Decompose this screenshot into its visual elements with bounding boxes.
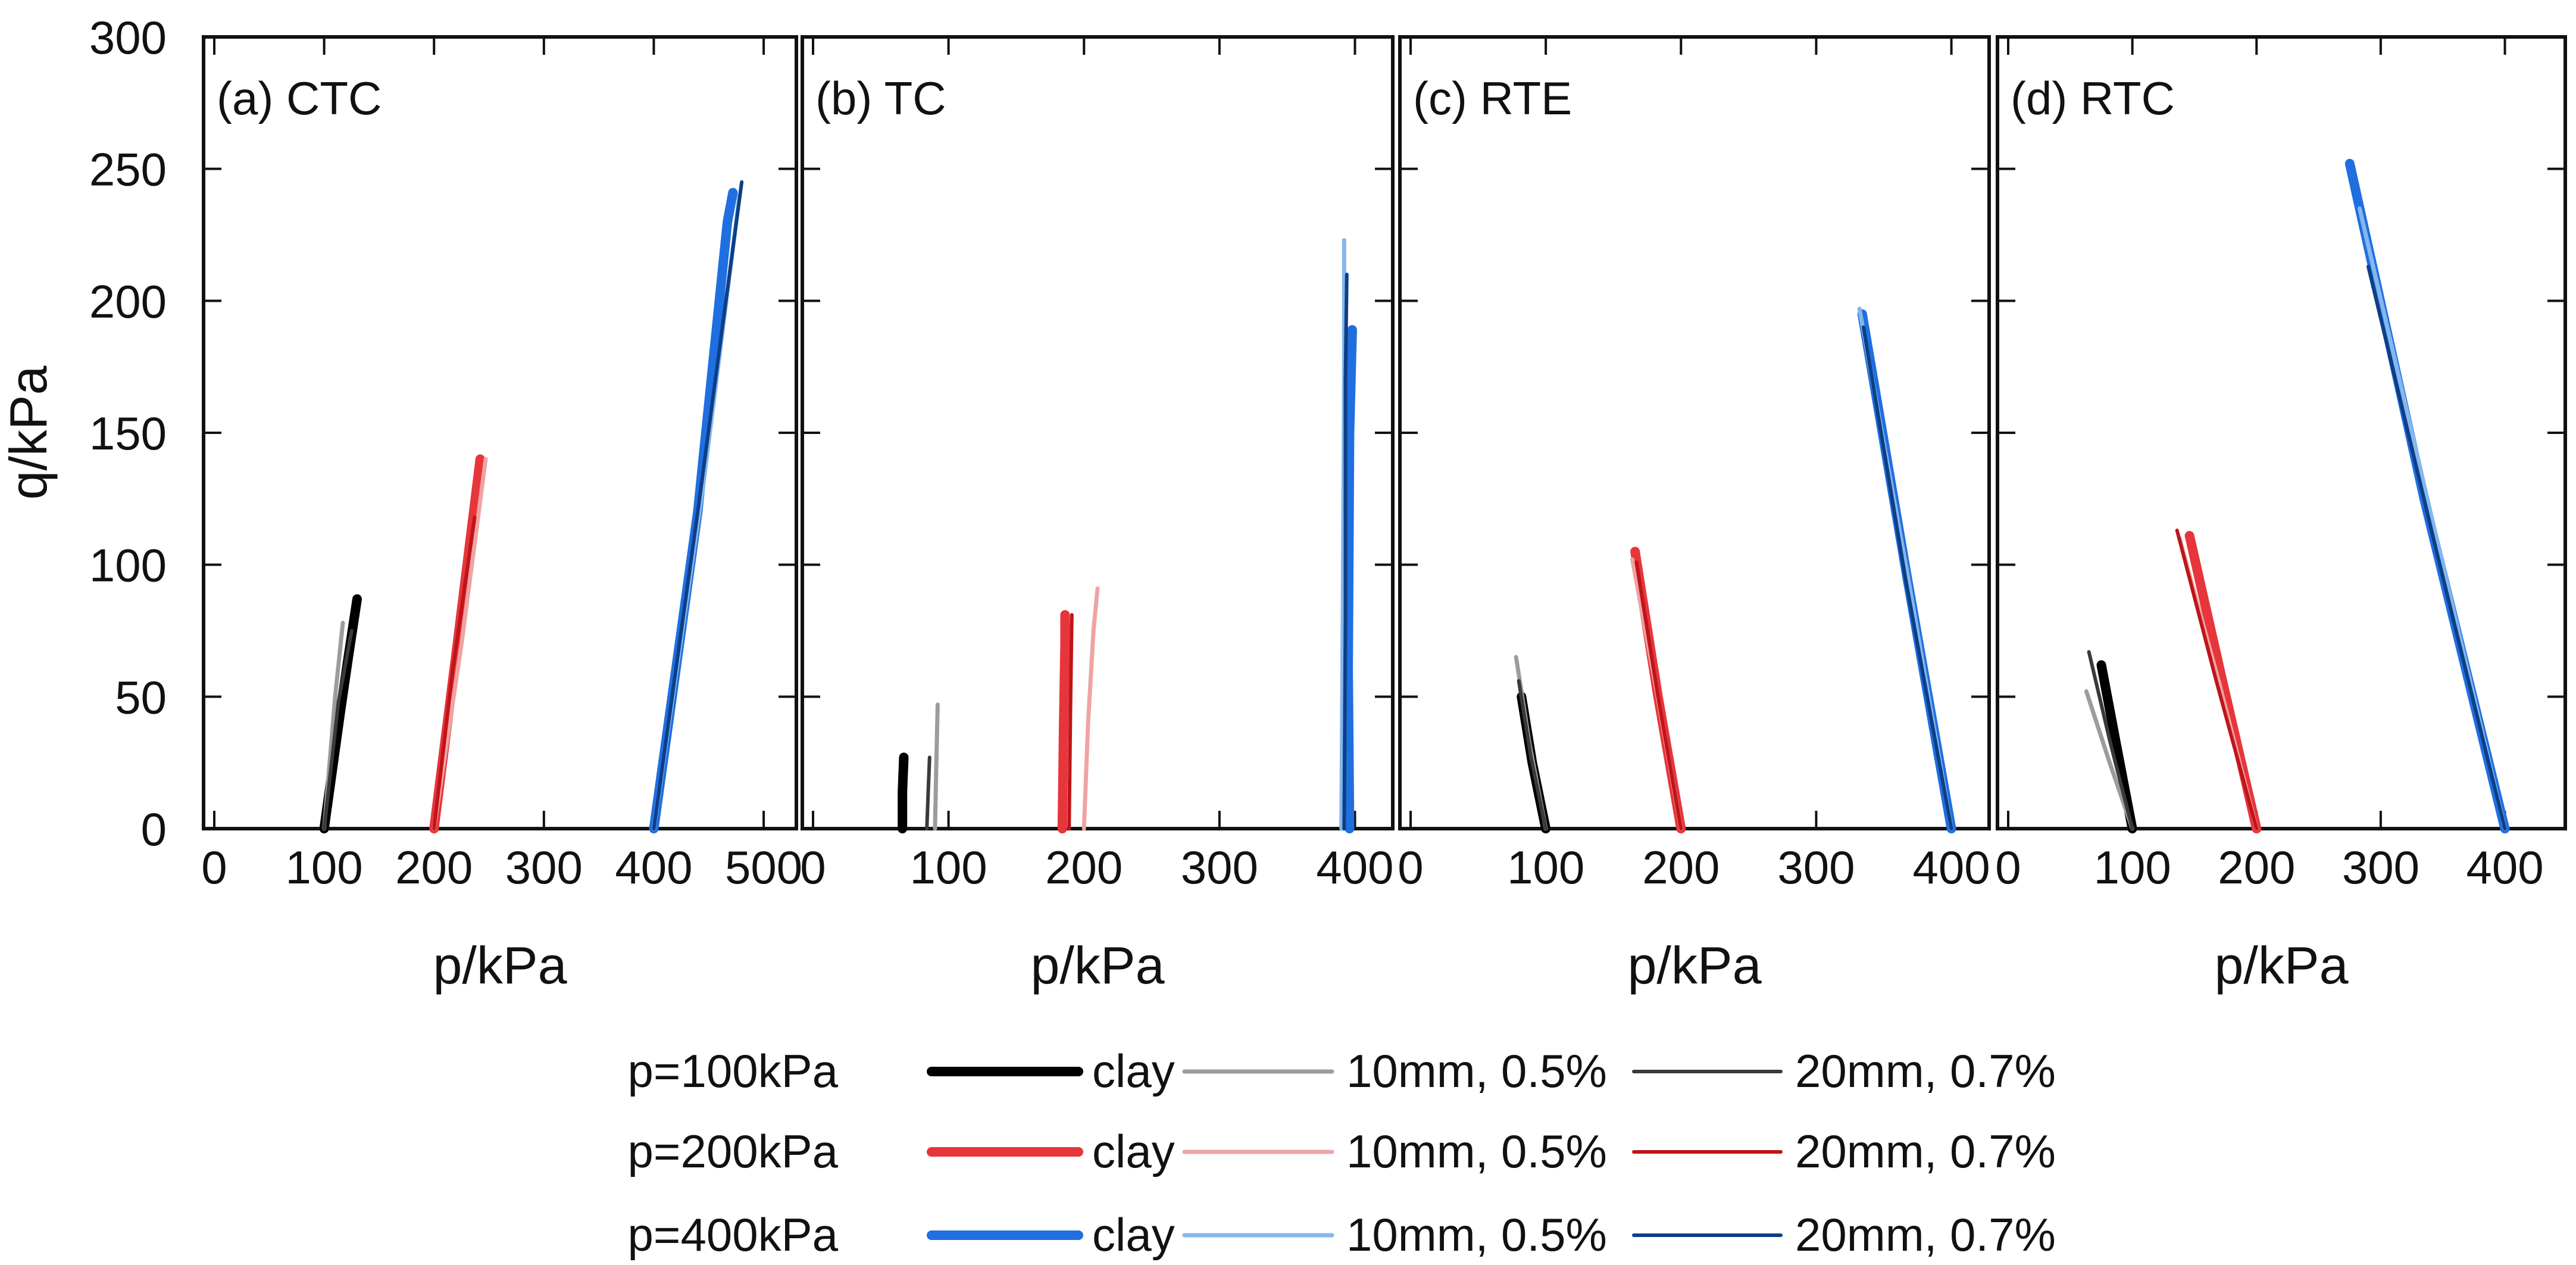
series-line-p100-20mm-0-7: [2087, 650, 2134, 830]
panel-title: (c) RTE: [1413, 72, 1572, 124]
x-axis-title: p/kPa: [1627, 936, 1761, 995]
legend: p=100kPa clay 10mm, 0.5% 20mm, 0.7% p=200kPa…: [628, 1045, 2056, 1261]
legend-row-label: p=100kPa: [628, 1045, 839, 1097]
y-tick-label: 100: [89, 539, 167, 592]
series-line-p200-10mm-0-5: [1081, 586, 1100, 831]
y-tick-label: 250: [89, 143, 167, 196]
x-tick-label: 0: [201, 841, 227, 894]
series-line-p400-20mm-0-7: [1342, 273, 1349, 830]
series-line-p400-clay: [1343, 325, 1357, 833]
x-tick-label: 400: [1913, 841, 1990, 894]
legend-entry-label: 10mm, 0.5%: [1346, 1208, 1607, 1261]
legend-entry-label: clay: [1092, 1045, 1175, 1097]
series-line-p100-10mm-0-5: [2084, 689, 2135, 831]
x-tick-label: 200: [1045, 841, 1123, 894]
panel-title: (a) CTC: [217, 72, 382, 124]
series-line-p100-20mm-0-7: [925, 755, 931, 830]
x-tick-label: 300: [505, 841, 583, 894]
y-tick-label: 300: [89, 11, 167, 64]
x-tick-label: 100: [2094, 841, 2171, 894]
legend-entry-label: clay: [1092, 1208, 1175, 1261]
panel-1: 0 100 200 300 400 500 p/kPa (a) CTC: [201, 35, 802, 995]
series-line-p200-20mm-0-7: [1067, 613, 1074, 830]
x-tick-label: 100: [910, 841, 987, 894]
x-tick-label: 100: [286, 841, 363, 894]
x-tick-label: 300: [2342, 841, 2419, 894]
series-line-p400-20mm-0-7: [2366, 264, 2507, 830]
x-tick-label: 100: [1507, 841, 1584, 894]
legend-row-label: p=400kPa: [628, 1208, 839, 1261]
x-tick-label: 400: [1316, 841, 1393, 894]
series-line-p100-20mm-0-7: [322, 629, 354, 830]
panel-3: 0 100 200 300 400 p/kPa (c) RTE: [1398, 35, 1991, 995]
series-line-p400-20mm-0-7: [1861, 325, 1953, 830]
x-tick-label: 0: [800, 841, 826, 894]
y-tick-label: 150: [89, 407, 167, 460]
legend-entry-label: 20mm, 0.7%: [1795, 1125, 2056, 1177]
x-tick-label: 400: [615, 841, 692, 894]
x-tick-label: 0: [1398, 841, 1423, 894]
plot-frame: [801, 35, 1395, 830]
panel-4: 0 100 200 300 400 p/kPa (d) RTC: [1995, 35, 2567, 995]
x-tick-label: 500: [725, 841, 802, 894]
x-tick-label: 300: [1181, 841, 1258, 894]
y-tick-label: 0: [141, 803, 167, 855]
panel-title: (b) TC: [815, 72, 946, 124]
x-tick-label: 0: [1995, 841, 2021, 894]
panel-2: 0 100 200 300 400 p/kPa (b) TC: [800, 35, 1395, 995]
panel-title: (d) RTC: [2011, 72, 2175, 124]
x-tick-label: 300: [1777, 841, 1855, 894]
legend-row-label: p=200kPa: [628, 1125, 839, 1177]
series-line-p400-20mm-0-7: [652, 180, 744, 830]
series-line-p200-20mm-0-7: [2175, 529, 2259, 830]
series-line-p100-20mm-0-7: [1517, 679, 1548, 830]
x-tick-label: 200: [395, 841, 473, 894]
series-line-p100-clay: [898, 752, 909, 833]
x-axis-title: p/kPa: [433, 936, 567, 995]
series-line-p200-clay: [1057, 610, 1070, 833]
x-axis-title: p/kPa: [1030, 936, 1164, 995]
series-line-p200-10mm-0-5: [432, 457, 488, 831]
series-line-p200-20mm-0-7: [432, 515, 477, 830]
series-line-p400-10mm-0-5: [1339, 238, 1346, 831]
legend-entry-label: clay: [1092, 1125, 1175, 1177]
series-line-p200-20mm-0-7: [1634, 560, 1683, 830]
legend-entry-label: 20mm, 0.7%: [1795, 1045, 2056, 1097]
legend-entry-label: 10mm, 0.5%: [1346, 1045, 1607, 1097]
plot-frame: [1398, 35, 1991, 830]
x-axis-title: p/kPa: [2214, 936, 2348, 995]
y-tick-label: 200: [89, 275, 167, 327]
y-axis-title: q/kPa: [0, 366, 58, 499]
x-tick-label: 200: [1642, 841, 1720, 894]
y-tick-label: 50: [115, 671, 167, 723]
x-tick-label: 200: [2218, 841, 2295, 894]
legend-entry-label: 20mm, 0.7%: [1795, 1208, 2056, 1261]
legend-entry-label: 10mm, 0.5%: [1346, 1125, 1607, 1177]
x-tick-label: 400: [2466, 841, 2543, 894]
series-line-p100-10mm-0-5: [933, 702, 940, 831]
